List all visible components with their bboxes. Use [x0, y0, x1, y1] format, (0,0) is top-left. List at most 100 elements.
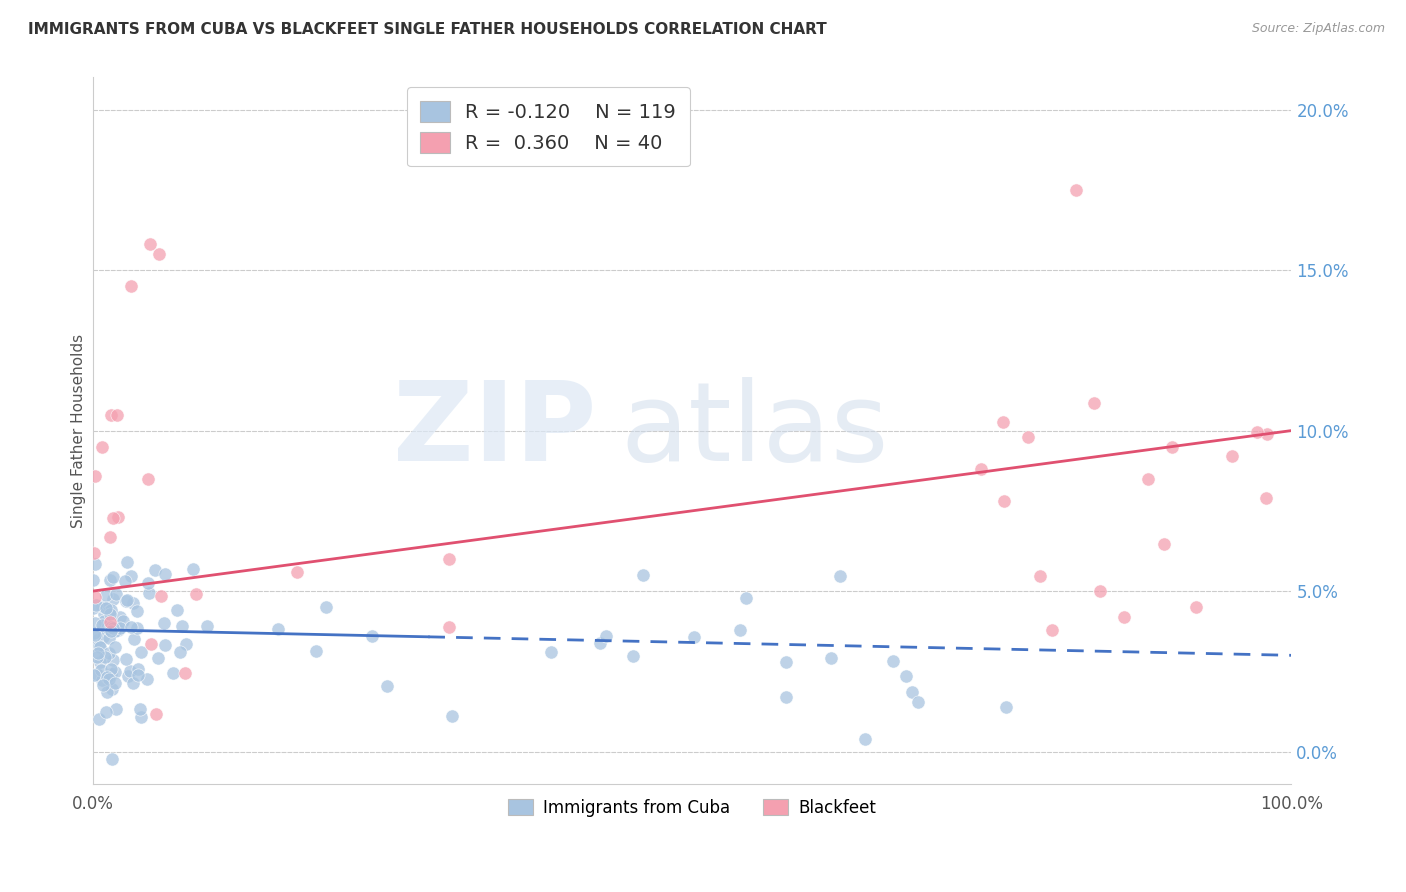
Point — [683, 630, 706, 644]
Point — [595, 629, 617, 643]
Point — [96, 600, 118, 615]
Point — [127, 662, 149, 676]
Point — [87, 646, 110, 660]
Point — [107, 624, 129, 638]
Point — [136, 672, 159, 686]
Point — [103, 592, 125, 607]
Point — [169, 644, 191, 658]
Text: atlas: atlas — [620, 377, 889, 484]
Point — [820, 651, 842, 665]
Text: IMMIGRANTS FROM CUBA VS BLACKFEET SINGLE FATHER HOUSEHOLDS CORRELATION CHART: IMMIGRANTS FROM CUBA VS BLACKFEET SINGLE… — [28, 22, 827, 37]
Point — [91, 599, 114, 613]
Point — [1083, 396, 1105, 410]
Point — [1160, 440, 1182, 454]
Point — [87, 712, 110, 726]
Point — [153, 638, 176, 652]
Text: ZIP: ZIP — [392, 377, 596, 484]
Point — [97, 646, 120, 660]
Point — [94, 650, 117, 665]
Point — [145, 706, 167, 721]
Point — [114, 574, 136, 588]
Point — [103, 621, 125, 635]
Point — [83, 590, 105, 604]
Point — [98, 615, 121, 629]
Point — [93, 620, 115, 634]
Point — [1029, 569, 1052, 583]
Point — [96, 705, 118, 719]
Point — [105, 701, 128, 715]
Point — [129, 702, 152, 716]
Text: Source: ZipAtlas.com: Source: ZipAtlas.com — [1251, 22, 1385, 36]
Point — [100, 408, 122, 422]
Point — [540, 645, 562, 659]
Point — [120, 569, 142, 583]
Point — [114, 594, 136, 608]
Point — [93, 607, 115, 621]
Point — [101, 620, 124, 634]
Point — [375, 679, 398, 693]
Legend: Immigrants from Cuba, Blackfeet: Immigrants from Cuba, Blackfeet — [499, 790, 884, 825]
Point — [127, 621, 149, 635]
Point — [91, 630, 114, 644]
Point — [139, 637, 162, 651]
Point — [97, 604, 120, 618]
Point — [146, 651, 169, 665]
Point — [153, 567, 176, 582]
Point — [631, 568, 654, 582]
Point — [882, 654, 904, 668]
Point — [901, 685, 924, 699]
Point — [125, 604, 148, 618]
Point — [970, 461, 993, 475]
Point — [82, 601, 104, 615]
Point — [174, 666, 197, 681]
Point — [361, 629, 384, 643]
Point — [143, 564, 166, 578]
Point — [100, 681, 122, 696]
Point — [100, 620, 122, 634]
Point — [104, 624, 127, 638]
Point — [131, 645, 153, 659]
Point — [86, 666, 108, 681]
Point — [621, 649, 644, 664]
Point — [100, 624, 122, 639]
Point — [91, 673, 114, 688]
Point — [853, 732, 876, 747]
Point — [993, 494, 1015, 508]
Point — [82, 574, 104, 588]
Point — [96, 685, 118, 699]
Point — [139, 237, 162, 252]
Point — [150, 589, 173, 603]
Point — [1112, 609, 1135, 624]
Point — [728, 624, 751, 638]
Point — [305, 644, 328, 658]
Point — [117, 669, 139, 683]
Point — [136, 473, 159, 487]
Point — [91, 618, 114, 632]
Point — [775, 655, 797, 669]
Point — [120, 279, 142, 293]
Point — [101, 570, 124, 584]
Point — [115, 592, 138, 607]
Point — [907, 695, 929, 709]
Point — [86, 649, 108, 664]
Point — [100, 666, 122, 681]
Point — [83, 557, 105, 571]
Point — [127, 668, 149, 682]
Point — [166, 602, 188, 616]
Point — [1246, 425, 1268, 439]
Point — [89, 639, 111, 653]
Point — [148, 247, 170, 261]
Point — [1136, 472, 1159, 486]
Point — [118, 664, 141, 678]
Point — [138, 586, 160, 600]
Point — [120, 619, 142, 633]
Point — [104, 640, 127, 654]
Point — [1256, 491, 1278, 505]
Point — [1088, 584, 1111, 599]
Point — [115, 652, 138, 666]
Point — [84, 628, 107, 642]
Point — [83, 626, 105, 640]
Point — [104, 587, 127, 601]
Point — [98, 631, 121, 645]
Point — [589, 636, 612, 650]
